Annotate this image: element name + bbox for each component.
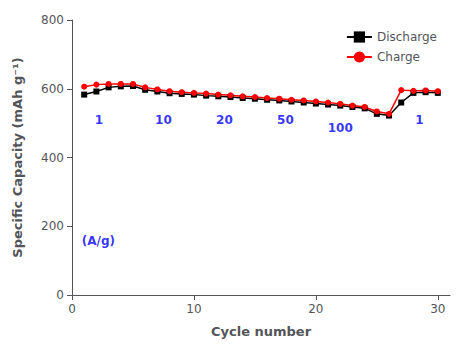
svg-text:20: 20 bbox=[216, 113, 233, 127]
svg-text:10: 10 bbox=[186, 302, 201, 316]
svg-text:1: 1 bbox=[415, 113, 423, 127]
svg-text:10: 10 bbox=[155, 113, 172, 127]
svg-text:30: 30 bbox=[430, 302, 445, 316]
svg-text:600: 600 bbox=[41, 82, 64, 96]
svg-text:400: 400 bbox=[41, 151, 64, 165]
svg-text:100: 100 bbox=[328, 121, 353, 135]
svg-text:Cycle number: Cycle number bbox=[211, 324, 312, 339]
svg-text:Charge: Charge bbox=[377, 50, 420, 64]
svg-text:200: 200 bbox=[41, 219, 64, 233]
svg-text:20: 20 bbox=[308, 302, 323, 316]
svg-text:50: 50 bbox=[277, 113, 294, 127]
svg-text:800: 800 bbox=[41, 13, 64, 27]
svg-text:0: 0 bbox=[68, 302, 76, 316]
svg-text:Specific Capacity (mAh g⁻¹): Specific Capacity (mAh g⁻¹) bbox=[10, 57, 25, 257]
svg-text:(A/g): (A/g) bbox=[82, 234, 115, 248]
svg-text:1: 1 bbox=[95, 113, 103, 127]
svg-text:Discharge: Discharge bbox=[377, 30, 437, 44]
svg-text:0: 0 bbox=[56, 288, 64, 302]
